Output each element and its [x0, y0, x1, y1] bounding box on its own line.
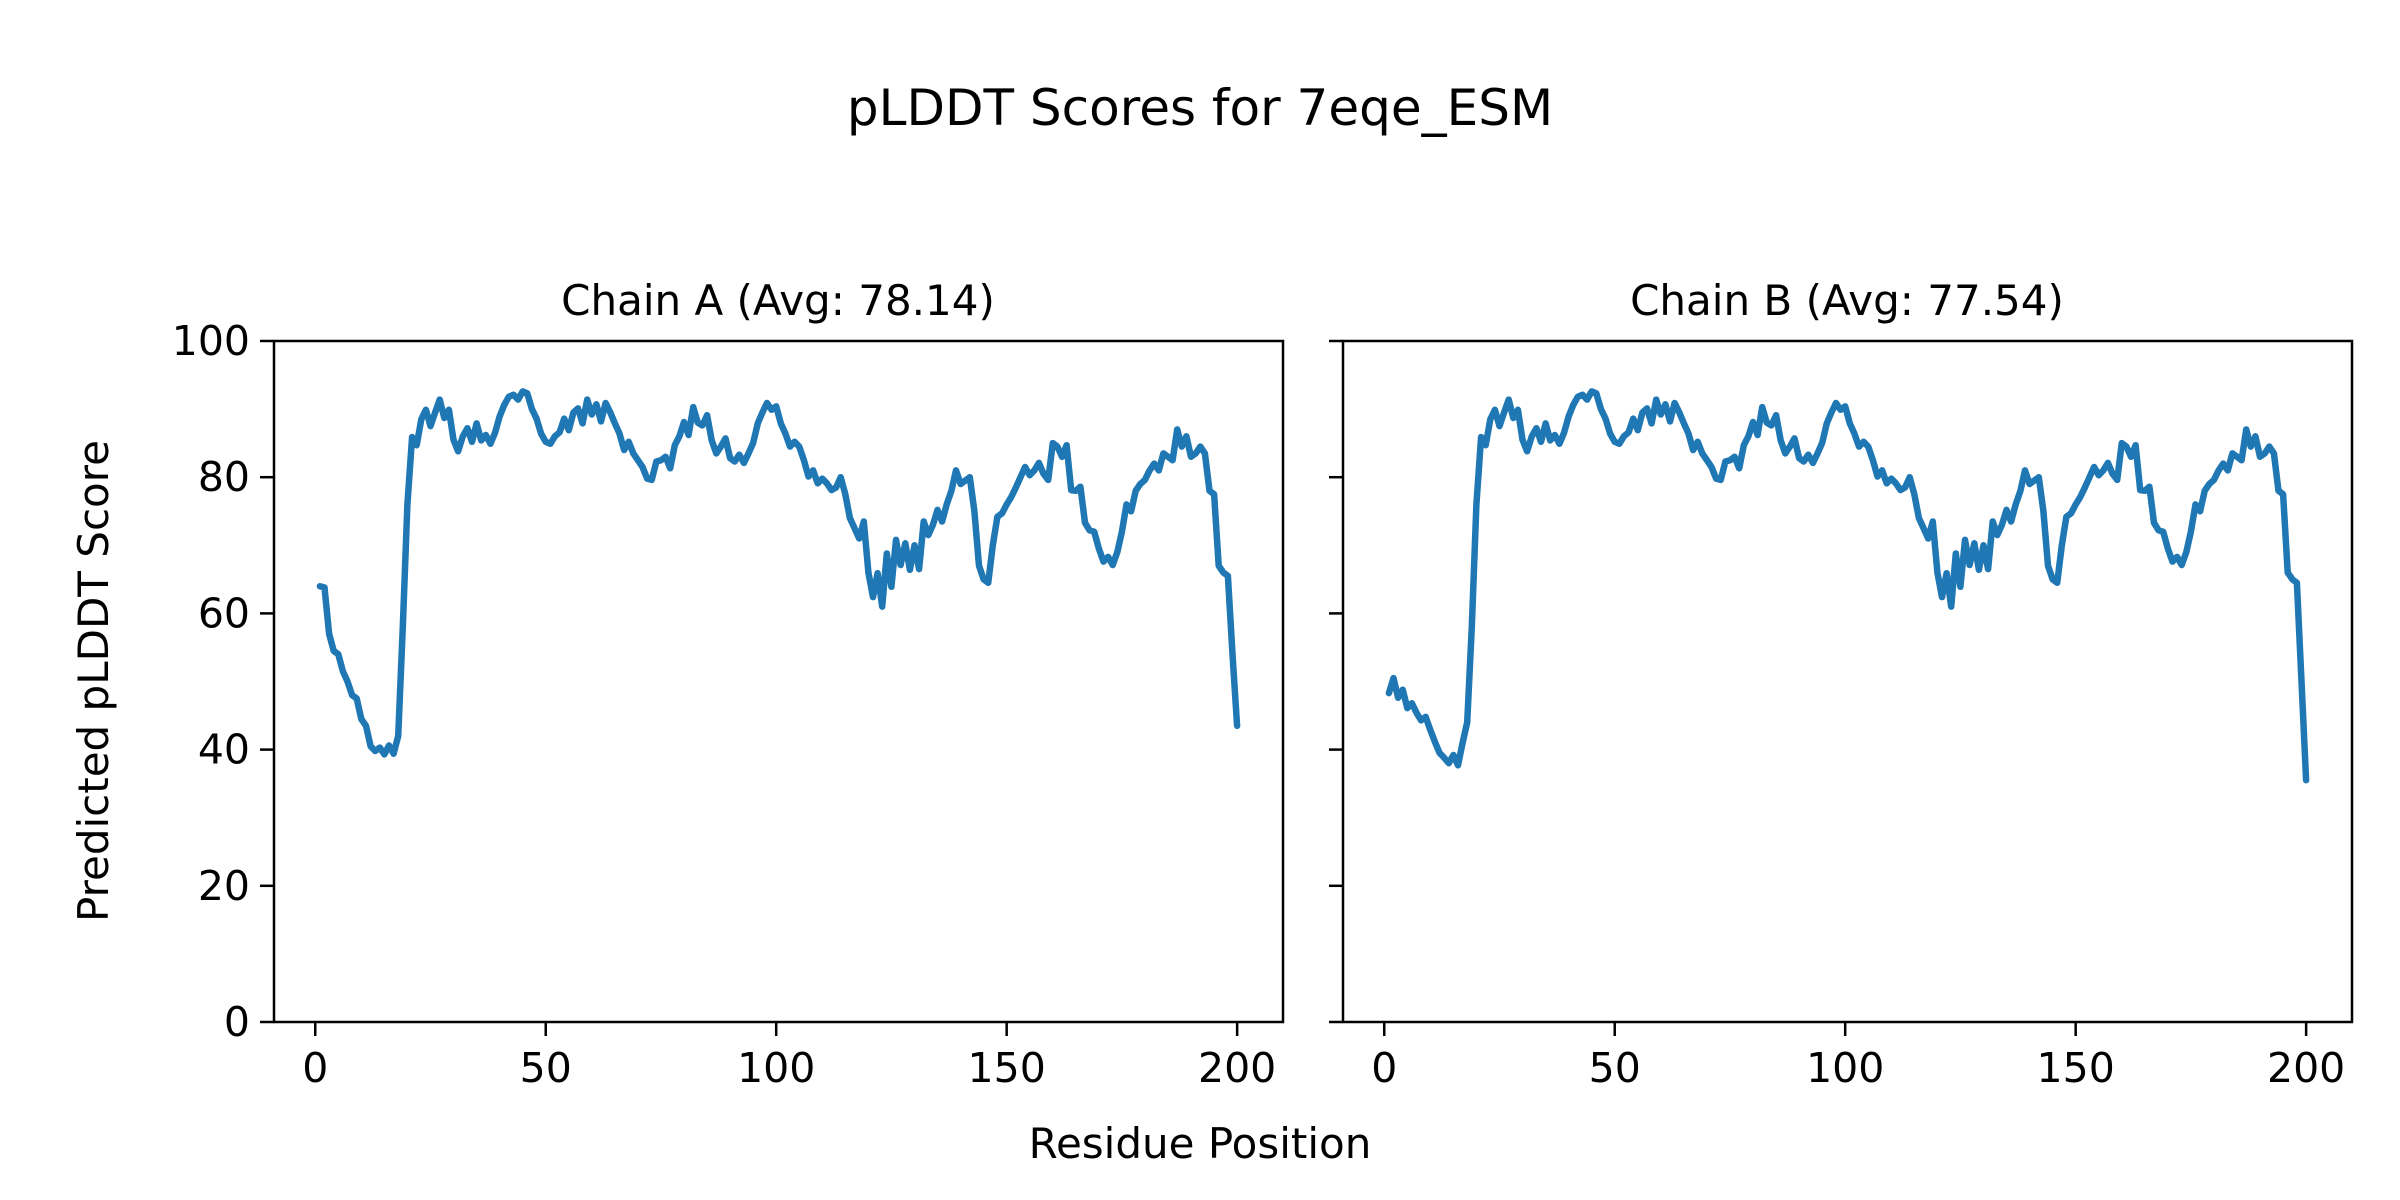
y-tick-label: 40 [198, 726, 250, 774]
plddt-line [316, 388, 1241, 758]
y-tick-label: 20 [198, 862, 250, 910]
x-tick-label: 0 [302, 1044, 328, 1092]
subplot-chain-b-title: Chain B (Avg: 77.54) [1630, 276, 2064, 325]
x-tick-label: 50 [1589, 1044, 1641, 1092]
subplot-chain-a-title: Chain A (Avg: 78.14) [561, 276, 995, 325]
x-tick-label: 150 [968, 1044, 1046, 1092]
x-tick-label: 100 [737, 1044, 815, 1092]
y-axis-label: Predicted pLDDT Score [69, 440, 118, 922]
subplot-chain-b: Chain B (Avg: 77.54) 0 50 100 150 200 [1329, 276, 2354, 1092]
y-tick-label: 100 [172, 317, 250, 365]
plddt-line [1385, 388, 2310, 784]
x-tick-label: 150 [2037, 1044, 2115, 1092]
axes-spines [272, 339, 1285, 1024]
axes-spines [1341, 339, 2354, 1024]
subplot-chain-a: Chain A (Avg: 78.14) 0 50 100 150 200 0 20 40 60… [172, 276, 1285, 1092]
x-tick-label: 0 [1371, 1044, 1397, 1092]
figure-title: pLDDT Scores for 7eqe_ESM [847, 79, 1553, 137]
x-tick-label: 200 [2267, 1044, 2345, 1092]
x-tick-label: 200 [1198, 1044, 1276, 1092]
y-tick-label: 80 [198, 453, 250, 501]
x-tick-label: 100 [1806, 1044, 1884, 1092]
x-tick-label: 50 [520, 1044, 572, 1092]
y-tick-label: 60 [198, 589, 250, 637]
x-axis-label: Residue Position [1029, 1119, 1372, 1168]
y-tick-label: 0 [224, 998, 250, 1046]
